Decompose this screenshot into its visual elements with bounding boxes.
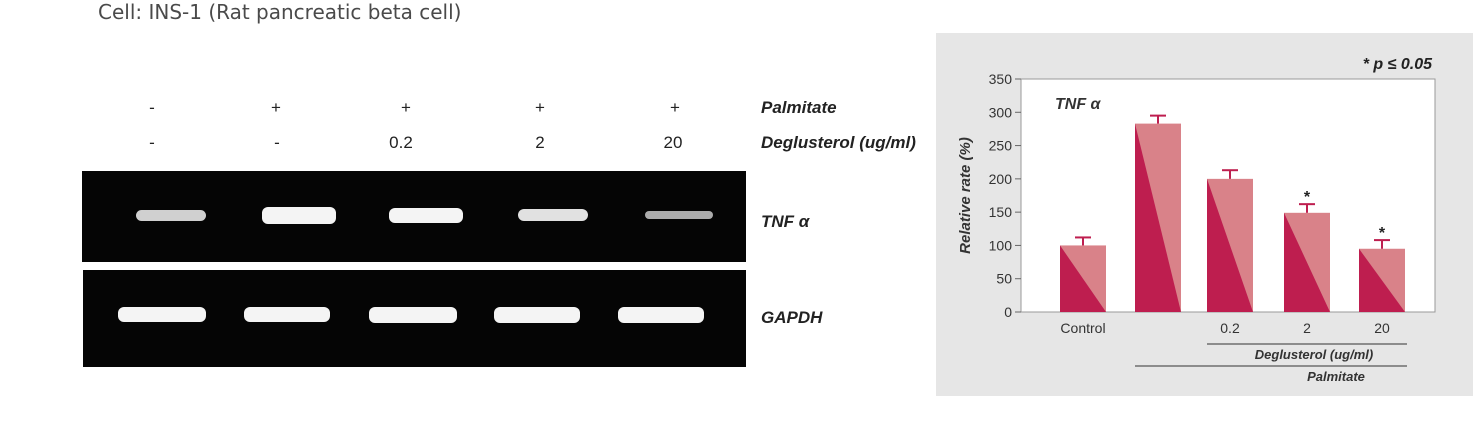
palmitate-value: - [149,98,155,117]
significance-star: * [1304,189,1311,206]
x-tick-label: 0.2 [1220,320,1240,336]
palmitate-group-label: Palmitate [1307,369,1365,384]
gapdh-gel-image [83,270,746,367]
deglusterol-value: - [149,133,155,152]
bar-chart: 0 50 100 150 200 250 300 350 Relative rate (%) TN… [957,56,1436,384]
y-tick-label: 350 [989,71,1013,87]
chart-panel: 0 50 100 150 200 250 300 350 Relative rate (%) TN… [936,33,1473,396]
palmitate-value: + [401,98,411,117]
gapdh-label: GAPDH [761,308,823,327]
gel-band [494,307,580,323]
y-tick-label: 50 [996,271,1012,287]
deglusterol-value: 20 [663,133,683,152]
gel-band [645,211,713,219]
figure-title: Cell: INS-1 (Rat pancreatic beta cell) [98,0,462,24]
x-tick-label: Control [1060,320,1105,336]
deglusterol-value: 2 [535,133,545,152]
significance-note: * p ≤ 0.05 [1363,56,1433,73]
gel-band [518,209,588,221]
y-tick-label: 300 [989,104,1013,120]
significance-star: * [1379,225,1386,242]
deglusterol-value: - [274,133,280,152]
deglusterol-group-label: Deglusterol (ug/ml) [1255,347,1373,362]
bar-shade [1359,248,1405,312]
gel-band [369,307,457,323]
palmitate-value: + [271,98,281,117]
x-tick-label: 20 [1374,320,1390,336]
y-tick-label: 0 [1004,304,1012,320]
bar-shade [1284,212,1330,312]
bar-shade [1060,245,1106,312]
deglusterol-label: Deglusterol (ug/ml) [761,133,916,152]
x-tick-label: 2 [1303,320,1311,336]
chart-title: TNF α [1055,96,1102,113]
tnf-gel-image [82,171,746,262]
bar-shade [1207,178,1253,312]
palmitate-value: + [535,98,545,117]
gel-band [136,210,206,221]
y-axis-label: Relative rate (%) [957,137,974,254]
gel-band [244,307,330,322]
gel-band [118,307,206,322]
tnf-label: TNF α [761,212,810,231]
bar-shade [1135,123,1181,312]
y-tick-label: 250 [989,138,1013,154]
y-tick-label: 100 [989,237,1013,253]
y-tick-label: 150 [989,204,1013,220]
palmitate-value: + [670,98,680,117]
gel-band [262,207,336,224]
y-tick-label: 200 [989,171,1013,187]
gel-band [618,307,704,323]
palmitate-label: Palmitate [761,98,837,117]
deglusterol-value: 0.2 [389,133,413,152]
gel-band [389,208,463,223]
